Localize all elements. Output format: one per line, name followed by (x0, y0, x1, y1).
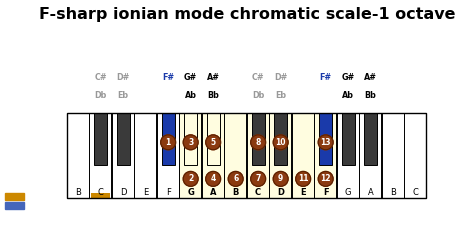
Circle shape (273, 171, 288, 186)
Text: 10: 10 (275, 138, 286, 147)
Bar (314, 112, 336, 198)
Bar (359, 112, 381, 198)
Bar (225, 112, 246, 198)
Text: B: B (232, 188, 239, 197)
Text: Db: Db (252, 91, 264, 100)
Text: C: C (98, 188, 104, 197)
Text: 12: 12 (320, 174, 331, 183)
Bar (5, 193, 24, 200)
Bar (337, 112, 359, 198)
Text: Ab: Ab (185, 91, 197, 100)
Bar (292, 112, 313, 198)
Bar (247, 112, 268, 198)
Bar (206, 112, 219, 165)
Text: C#: C# (252, 73, 265, 82)
Text: 7: 7 (255, 174, 261, 183)
Text: D#: D# (274, 73, 287, 82)
Bar (405, 112, 426, 198)
Bar (274, 112, 287, 165)
Bar (89, 112, 111, 198)
Text: C: C (255, 188, 261, 197)
Text: B: B (75, 188, 81, 197)
Bar (94, 112, 107, 165)
Bar (67, 112, 426, 198)
Text: Eb: Eb (275, 91, 286, 100)
Text: 2: 2 (188, 174, 193, 183)
Text: Db: Db (94, 91, 107, 100)
Text: E: E (143, 188, 148, 197)
Bar (382, 112, 404, 198)
Text: G#: G# (341, 73, 355, 82)
Text: 3: 3 (188, 138, 193, 147)
Text: 1: 1 (166, 138, 171, 147)
Bar (179, 112, 201, 198)
Text: C#: C# (94, 73, 107, 82)
Text: E: E (300, 188, 306, 197)
Text: F#: F# (162, 73, 174, 82)
Bar (364, 112, 377, 165)
Text: G: G (345, 188, 352, 197)
Text: B: B (390, 188, 396, 197)
Bar (112, 112, 133, 198)
Circle shape (228, 171, 243, 186)
Circle shape (183, 135, 198, 150)
Circle shape (206, 171, 220, 186)
Circle shape (183, 171, 198, 186)
Circle shape (161, 135, 176, 150)
Circle shape (251, 135, 266, 150)
Text: A: A (210, 188, 216, 197)
Circle shape (318, 171, 333, 186)
Text: A#: A# (206, 73, 219, 82)
Text: Ab: Ab (342, 91, 354, 100)
Text: 11: 11 (298, 174, 308, 183)
Circle shape (296, 171, 311, 186)
Text: F: F (323, 188, 328, 197)
Text: Bb: Bb (365, 91, 377, 100)
Text: D#: D# (116, 73, 130, 82)
Text: G#: G# (184, 73, 197, 82)
Bar (252, 112, 265, 165)
Circle shape (318, 135, 333, 150)
Text: 9: 9 (278, 174, 283, 183)
Bar (162, 112, 175, 165)
Text: 8: 8 (255, 138, 261, 147)
Bar (342, 112, 355, 165)
Text: Bb: Bb (207, 91, 219, 100)
Text: C: C (413, 188, 418, 197)
Text: 5: 5 (211, 138, 216, 147)
Bar (157, 112, 179, 198)
Text: G: G (187, 188, 194, 197)
Text: basicmusictheory.com: basicmusictheory.com (12, 80, 17, 145)
Text: F#: F# (319, 73, 332, 82)
Text: A: A (368, 188, 373, 197)
Bar (202, 112, 224, 198)
Circle shape (206, 135, 220, 150)
Text: 13: 13 (320, 138, 331, 147)
Text: A#: A# (364, 73, 377, 82)
Text: D: D (277, 188, 284, 197)
Bar (117, 112, 130, 165)
Bar (134, 112, 156, 198)
Bar (5, 202, 24, 209)
Text: 4: 4 (211, 174, 216, 183)
Text: Eb: Eb (118, 91, 129, 100)
Bar (319, 112, 332, 165)
Circle shape (273, 135, 288, 150)
Bar (184, 112, 197, 165)
Text: D: D (120, 188, 126, 197)
Circle shape (251, 171, 266, 186)
Text: 6: 6 (233, 174, 238, 183)
Text: F: F (166, 188, 171, 197)
Bar (67, 112, 88, 198)
Text: F-sharp ionian mode chromatic scale-1 octave: F-sharp ionian mode chromatic scale-1 oc… (39, 7, 455, 22)
Bar (91, 193, 110, 198)
Bar (269, 112, 291, 198)
